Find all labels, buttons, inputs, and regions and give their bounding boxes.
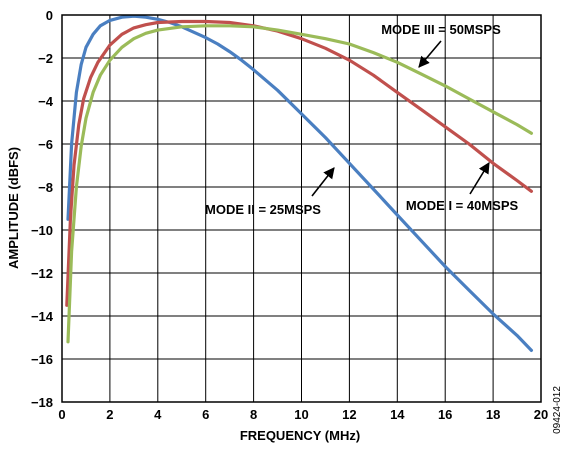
- plot-frame: [61, 14, 542, 403]
- annotation-arrow-mode3: [418, 40, 442, 68]
- annotation-label-mode1: MODE I = 40MSPS: [406, 198, 519, 213]
- x-axis-title: FREQUENCY (MHz): [240, 428, 360, 443]
- y-tick-label: −8: [38, 180, 53, 195]
- series-line-mode1: [65, 19, 533, 307]
- y-tick-label: −14: [31, 309, 54, 324]
- annotation-label-mode2: MODE II = 25MSPS: [205, 202, 321, 217]
- x-tick-label: 0: [58, 407, 65, 422]
- series-line-mode2: [66, 14, 533, 352]
- y-tick-label: 0: [46, 8, 53, 23]
- x-tick-label: 20: [534, 407, 548, 422]
- annotation-arrow-mode2: [311, 167, 335, 197]
- x-tick-label: 10: [294, 407, 308, 422]
- y-tick-label: −12: [31, 266, 53, 281]
- annotation-arrow-mode1: [469, 162, 490, 195]
- y-tick-label: −16: [31, 352, 53, 367]
- y-tick-label: −18: [31, 395, 53, 410]
- x-tick-label: 18: [486, 407, 500, 422]
- y-tick-label: −6: [38, 137, 53, 152]
- annotation-label-mode3: MODE III = 50MSPS: [381, 22, 501, 37]
- x-tick-label: 14: [390, 407, 405, 422]
- x-tick-label: 4: [154, 407, 162, 422]
- y-tick-label: −10: [31, 223, 53, 238]
- y-tick-label: −2: [38, 51, 53, 66]
- plot-border: [61, 14, 542, 403]
- series-lines: [65, 14, 533, 352]
- y-tick-label: −4: [38, 94, 54, 109]
- y-axis-title: AMPLITUDE (dBFS): [6, 147, 21, 269]
- x-tick-label: 8: [250, 407, 257, 422]
- x-tick-label: 6: [202, 407, 209, 422]
- x-tick-label: 2: [106, 407, 113, 422]
- annotations: MODE III = 50MSPS MODE I = 40MSPS MODE II …: [205, 22, 518, 217]
- series-line-mode3: [66, 24, 533, 344]
- tick-labels: 0 2 4 6 8 10 12 14 16 18 20 0 −2 −4 −6 −8 −10 −12 −14 −16 −1…: [31, 8, 548, 422]
- figure-id: 09424-012: [552, 386, 563, 434]
- x-tick-label: 12: [342, 407, 356, 422]
- x-tick-label: 16: [438, 407, 452, 422]
